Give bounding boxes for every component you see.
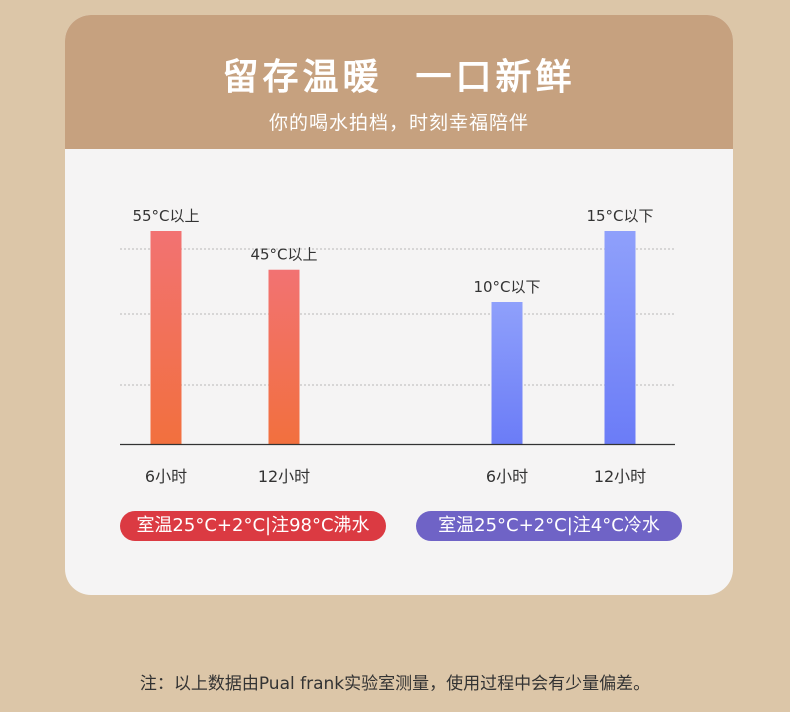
bar-hot-12小时 xyxy=(268,269,300,444)
footnote: 注：以上数据由Pual frank实验室测量，使用过程中会有少量偏差。 xyxy=(139,674,651,694)
cold-water-condition-badge: 室温25°C+2°C|注4°C冷水 xyxy=(416,511,682,541)
bar-value-label: 10°C以下 xyxy=(473,278,540,296)
category-label: 6小时 xyxy=(486,467,528,486)
page-title: 留存温暖 一口新鲜 xyxy=(222,57,576,98)
bar-value-label: 15°C以下 xyxy=(586,207,653,225)
bar-cold-12小时 xyxy=(604,231,636,444)
header-banner: 留存温暖 一口新鲜 你的喝水拍档，时刻幸福陪伴 xyxy=(65,15,733,149)
bar-cold-6小时 xyxy=(491,302,523,444)
category-label: 12小时 xyxy=(258,467,310,486)
chart-card: 留存温暖 一口新鲜 你的喝水拍档，时刻幸福陪伴 55°C以上 6小时 45°C以上 1… xyxy=(65,15,733,595)
page-subtitle: 你的喝水拍档，时刻幸福陪伴 xyxy=(268,112,529,134)
bar-hot-6小时 xyxy=(150,231,182,444)
category-label: 6小时 xyxy=(145,467,187,486)
hot-water-condition-badge: 室温25°C+2°C|注98°C沸水 xyxy=(120,511,386,541)
category-label: 12小时 xyxy=(594,467,646,486)
bar-value-label: 45°C以上 xyxy=(250,246,317,264)
bar-value-label: 55°C以上 xyxy=(132,207,199,225)
bar-chart: 55°C以上 6小时 45°C以上 12小时 10°C以下 6小时 15°C以下 12小时 xyxy=(120,207,675,486)
